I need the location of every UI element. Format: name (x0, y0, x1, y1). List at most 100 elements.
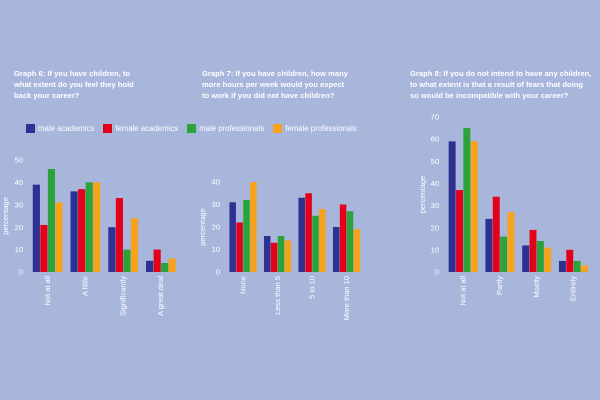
bar-male-professionals-a-little (85, 182, 93, 272)
category-label: Entirely (569, 276, 578, 301)
legend-label: female academics (115, 124, 179, 133)
bar-female-academics-entirely (566, 249, 574, 272)
bar-male-academics-mostly (522, 245, 530, 272)
y-tick-label: 50 (15, 156, 23, 165)
y-tick-label: 0 (435, 268, 439, 277)
bar-male-professionals-none (243, 200, 250, 272)
category-label: Not at all (43, 276, 52, 306)
y-axis-title: percentage (1, 197, 10, 235)
bar-male-professionals-not-at-all (463, 128, 471, 272)
y-tick-label: 0 (19, 268, 23, 277)
y-axis-title: percentage (198, 208, 207, 246)
category-label: Significantly (118, 276, 127, 316)
bar-male-academics-less-than-5 (263, 236, 271, 272)
legend-label: male academics (38, 124, 95, 133)
bar-female-academics-more-than-10 (339, 204, 347, 272)
chart2-title-line: to work if you did not have children? (202, 91, 335, 100)
bar-male-professionals-partly (500, 236, 508, 272)
bar-male-professionals-less-than-5 (277, 236, 285, 272)
chart2-title: Graph 7: If you have children, how many … (202, 68, 348, 101)
bar-male-professionals-significantly (123, 249, 131, 272)
bar-female-professionals-none (250, 182, 257, 272)
category-label: None (238, 276, 247, 294)
chart3-title: Graph 8: If you do not intend to have an… (410, 68, 591, 101)
bar-female-professionals-entirely (580, 265, 588, 272)
bar-female-professionals-more-than-10 (353, 229, 361, 272)
y-tick-label: 60 (431, 135, 439, 144)
category-label: A great deal (156, 276, 165, 316)
bar-female-professionals-less-than-5 (284, 240, 292, 272)
category-label: Mostly (532, 276, 541, 298)
bar-male-academics-significantly (108, 227, 116, 272)
bar-male-professionals-not-at-all (47, 168, 56, 272)
bar-female-academics-5-to-10 (305, 193, 312, 272)
chart1-plot: 0 10 20 30 40 50 percentage Not at all A little S… (1, 156, 176, 316)
bar-female-academics-significantly (115, 198, 123, 272)
bar-male-professionals-a-great-deal (161, 263, 169, 272)
legend-item-female-academics: female academics (103, 124, 178, 133)
bar-female-academics-partly (492, 196, 500, 272)
bar-female-academics-less-than-5 (270, 242, 278, 272)
bar-male-professionals-5-to-10 (312, 215, 319, 272)
y-tick-label: 10 (15, 245, 23, 254)
category-label: Less than 5 (273, 276, 282, 315)
category-label: Partly (495, 276, 504, 295)
bar-female-academics-mostly (529, 229, 537, 272)
bar-male-academics-more-than-10 (332, 227, 340, 272)
chart1-title-line: what extent do you feel they hold (14, 80, 134, 89)
bar-female-professionals-significantly (130, 218, 139, 272)
y-tick-label: 20 (15, 223, 23, 232)
y-tick-label: 40 (15, 178, 23, 187)
chart3-title-line: Graph 8: If you do not intend to have an… (410, 69, 592, 78)
legend-swatch (26, 124, 35, 133)
bar-female-professionals-not-at-all (55, 202, 63, 272)
bar-male-academics-none (229, 202, 236, 272)
chart2-title-line: more hours per week would you expect (202, 80, 345, 89)
chart2-plot: 0 10 20 30 40 percentage None Less than 5 5 to 1… (198, 178, 361, 320)
bar-female-academics-a-little (78, 189, 86, 272)
chart3-title-line: to what extent is that a result of fears… (410, 80, 583, 89)
legend-item-male-academics: male academics (26, 124, 94, 133)
y-tick-label: 40 (431, 179, 439, 188)
y-tick-label: 30 (15, 200, 23, 209)
bar-male-professionals-mostly (536, 241, 544, 272)
bar-female-professionals-a-great-deal (168, 258, 176, 272)
chart1-title-line: Graph 6: If you have children, to (14, 69, 131, 78)
chart3-title-line: so would be incompatible with your caree… (410, 91, 569, 100)
legend-label: female professionals (285, 124, 357, 133)
bar-female-academics-a-great-deal (153, 249, 161, 272)
chart3-plot: 0 10 20 30 40 50 60 70 percentage Not at all Partl… (418, 113, 588, 306)
bar-male-professionals-more-than-10 (346, 211, 354, 272)
bar-male-academics-not-at-all (32, 184, 40, 272)
chart1-title: Graph 6: If you have children, to what e… (14, 68, 134, 101)
bar-male-academics-entirely (558, 260, 566, 272)
legend-swatch (273, 124, 283, 133)
bar-male-academics-a-great-deal (146, 260, 154, 272)
y-tick-label: 40 (212, 178, 220, 187)
bar-female-academics-none (236, 222, 243, 272)
bar-female-professionals-a-little (93, 182, 101, 272)
legend-swatch (187, 124, 197, 133)
bar-female-professionals-partly (507, 212, 515, 272)
bar-male-academics-partly (485, 218, 493, 272)
y-tick-label: 50 (431, 157, 439, 166)
bar-female-professionals-not-at-all (470, 141, 478, 272)
legend-label: male professionals (199, 124, 265, 133)
bar-female-professionals-mostly (544, 247, 552, 272)
y-axis-title: percentage (418, 176, 427, 214)
category-label: More than 10 (342, 276, 351, 320)
y-tick-label: 20 (212, 223, 220, 232)
y-tick-label: 30 (431, 201, 439, 210)
bar-male-academics-a-little (70, 191, 78, 272)
legend-item-male-professionals: male professionals (187, 124, 264, 133)
bar-female-professionals-5-to-10 (319, 209, 326, 272)
category-label: 5 to 10 (307, 276, 316, 299)
category-label: A little (81, 276, 90, 296)
bar-female-academics-not-at-all (456, 190, 463, 272)
chart2-title-line: Graph 7: If you have children, how many (202, 69, 348, 78)
y-tick-label: 10 (431, 245, 439, 254)
category-label: Not at all (458, 276, 467, 306)
y-tick-label: 20 (431, 223, 439, 232)
y-tick-label: 10 (212, 245, 220, 254)
